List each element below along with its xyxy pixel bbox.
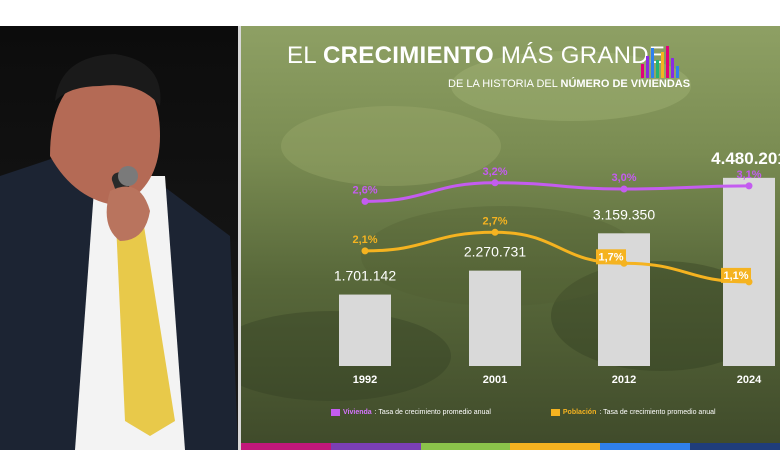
data-label-box [596,249,626,265]
data-label-box [721,267,751,283]
panel-divider [238,26,241,450]
presentation-slide: EL CRECIMIENTO MÁS GRANDE DE LA HISTORIA… [241,26,780,450]
data-label: 2,7% [482,215,507,227]
legend-swatch-poblacion [550,409,560,416]
chart-bar [339,294,391,366]
legend-name-vivienda: Vivienda [343,409,372,416]
x-tick-label: 2024 [737,374,762,386]
data-label: 3,2% [482,166,507,178]
data-label: 3,0% [611,172,636,184]
x-tick-label: 2012 [612,374,636,386]
speaker-video-panel [0,26,238,450]
slide-title: EL CRECIMIENTO MÁS GRANDE [287,42,665,70]
footer-segment [510,443,601,450]
bar-logo-icon [641,46,681,78]
x-tick-label: 1992 [353,374,377,386]
subtitle-bold: NÚMERO DE VIVIENDAS [560,78,691,90]
legend-item-poblacion: Población : Tasa de crecimiento promedio… [550,409,716,416]
title-plain: EL [287,42,324,69]
subtitle-plain: DE LA HISTORIA DEL [448,78,561,90]
bar-value-label: 3.159.350 [593,206,655,222]
footer-segment [420,443,511,450]
logo-bar [656,60,659,78]
data-label: 2,1% [352,234,377,246]
x-tick-label: 2001 [483,374,507,386]
data-label: 2,6% [352,184,377,196]
logo-bar [651,48,654,78]
series-point [361,247,369,255]
logo-bar [671,58,674,78]
bar-value-label: 2.270.731 [464,244,526,260]
slide-subtitle: DE LA HISTORIA DEL NÚMERO DE VIVIENDAS [448,78,690,90]
legend-text-poblacion: : Tasa de crecimiento promedio anual [599,409,716,416]
data-label: 1,7% [598,251,623,263]
series-point [491,179,499,187]
title-rest: MÁS GRANDE [493,42,666,69]
series-point [361,197,369,205]
legend-item-vivienda: Vivienda : Tasa de crecimiento promedio … [331,409,491,416]
footer-segment [330,443,421,450]
logo-bar [641,64,644,78]
chart-canvas: 1.701.142 1992 2.270.731 2001 3.159.350 2012 4… [334,149,780,386]
bar-value-label: 4.480.201 [711,149,780,168]
footer-segment [690,443,780,450]
series-line-poblacion [364,230,750,284]
footer-segment [600,443,691,450]
series-line-vivienda [364,181,750,203]
series-point [620,185,628,193]
data-label: 3,1% [736,169,761,181]
legend-name-poblacion: Población [562,409,597,416]
logo-bar [676,66,679,78]
chart-bar [469,270,521,366]
logo-bar [666,46,669,78]
title-bold: CRECIMIENTO [323,42,494,69]
speaker-figure [0,54,238,450]
series-point [745,182,753,190]
chart-legend: Vivienda : Tasa de crecimiento promedio … [331,409,716,416]
logo-bar [646,56,649,78]
series-point [491,228,499,236]
legend-swatch-vivienda [331,409,340,416]
footer-color-bar [241,443,780,450]
bar-value-label: 1.701.142 [334,268,396,284]
logo-bar [661,52,664,78]
footer-segment [241,443,331,450]
data-label: 1,1% [723,270,748,282]
legend-text-vivienda: : Tasa de crecimiento promedio anual [374,409,491,416]
